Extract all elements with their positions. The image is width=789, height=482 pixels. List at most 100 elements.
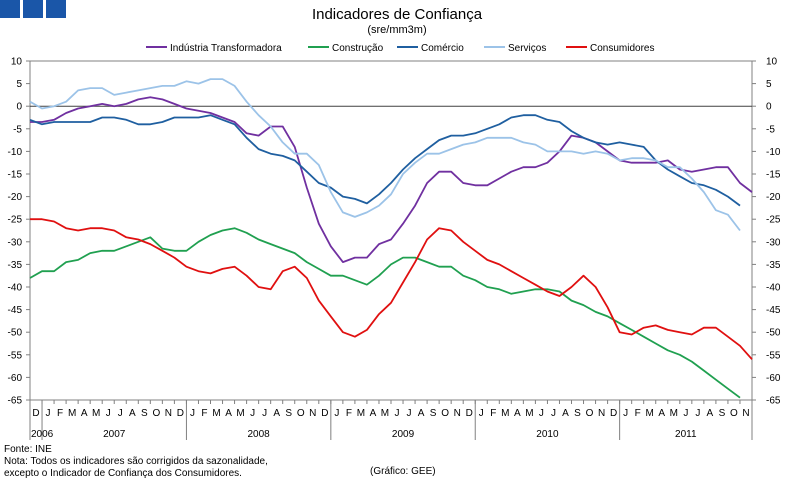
y-tick-label-left: -65 [8, 396, 23, 407]
x-month-label: S [285, 408, 292, 419]
x-month-label: J [334, 408, 339, 419]
x-month-label: D [177, 408, 184, 419]
y-tick-label-right: 5 [766, 79, 772, 90]
footer-credit: (Gráfico: GEE) [370, 466, 436, 477]
y-tick-label-right: -20 [766, 192, 781, 203]
y-tick-label-right: -30 [766, 237, 781, 248]
x-month-label: D [321, 408, 328, 419]
legend-label: Construção [332, 43, 384, 54]
x-month-label: A [707, 408, 714, 419]
x-month-label: M [357, 408, 365, 419]
y-tick-label-left: -35 [8, 260, 23, 271]
y-tick-label-left: -30 [8, 237, 23, 248]
y-tick-label-right: -15 [766, 170, 781, 181]
x-month-label: J [262, 408, 267, 419]
x-month-label: M [501, 408, 509, 419]
y-tick-label-right: -40 [766, 283, 781, 294]
footer-source: Fonte: INE [4, 444, 52, 455]
x-month-label: M [68, 408, 76, 419]
y-tick-label-right: -60 [766, 373, 781, 384]
y-tick-label-right: -25 [766, 215, 781, 226]
x-month-label: O [730, 408, 738, 419]
y-tick-label-left: 10 [11, 57, 23, 68]
x-month-label: M [381, 408, 389, 419]
y-tick-label-right: 10 [766, 57, 778, 68]
logo-square-1 [0, 0, 20, 18]
x-month-label: O [297, 408, 305, 419]
x-month-label: J [479, 408, 484, 419]
x-year-label: 2010 [536, 429, 559, 440]
x-month-label: J [395, 408, 400, 419]
series-lines [29, 78, 753, 399]
x-month-label: J [106, 408, 111, 419]
footer-note-line-1: Nota: Todos os indicadores são corrigido… [4, 456, 268, 467]
y-tick-label-right: -35 [766, 260, 781, 271]
y-tick-label-right: -65 [766, 396, 781, 407]
x-month-label: J [623, 408, 628, 419]
x-month-label: D [466, 408, 473, 419]
y-tick-label-right: -5 [766, 124, 775, 135]
x-month-label: J [551, 408, 556, 419]
x-month-label: N [165, 408, 172, 419]
x-month-label: O [152, 408, 160, 419]
x-month-label: S [141, 408, 148, 419]
x-month-label: S [574, 408, 581, 419]
y-tick-label-left: -60 [8, 373, 23, 384]
x-month-label: J [46, 408, 51, 419]
logo-square-3 [46, 0, 66, 18]
x-month-label: A [129, 408, 136, 419]
series-line [30, 96, 753, 263]
x-month-label: A [81, 408, 88, 419]
x-year-label: 2009 [392, 429, 415, 440]
x-month-label: N [598, 408, 605, 419]
x-month-label: M [646, 408, 654, 419]
x-month-label: M [236, 408, 244, 419]
y-tick-label-right: -55 [766, 350, 781, 361]
series-line [30, 218, 753, 360]
x-month-label: S [430, 408, 437, 419]
x-month-label: N [309, 408, 316, 419]
x-month-label: A [273, 408, 280, 419]
y-tick-label-left: 0 [16, 102, 22, 113]
x-month-label: M [525, 408, 533, 419]
x-month-label: A [658, 408, 665, 419]
y-tick-label-left: -55 [8, 350, 23, 361]
y-tick-label-left: -40 [8, 283, 23, 294]
x-month-label: F [346, 408, 352, 419]
x-year-label: 2007 [103, 429, 126, 440]
y-tick-label-right: 0 [766, 102, 772, 113]
x-month-label: M [670, 408, 678, 419]
y-tick-label-left: -25 [8, 215, 23, 226]
x-month-label: J [250, 408, 255, 419]
x-month-label: O [586, 408, 594, 419]
chart-subtitle: (sre/mm3m) [367, 24, 426, 36]
y-tick-label-left: -45 [8, 305, 23, 316]
y-tick-label-left: 5 [16, 79, 22, 90]
x-month-label: J [539, 408, 544, 419]
legend-label: Serviços [508, 43, 546, 54]
x-month-label: A [562, 408, 569, 419]
logo-square-2 [23, 0, 43, 18]
x-month-label: S [719, 408, 726, 419]
series-line [29, 227, 741, 399]
x-month-label: J [683, 408, 688, 419]
series-line [29, 78, 741, 232]
x-month-label: A [225, 408, 232, 419]
legend-label: Consumidores [590, 43, 654, 54]
x-month-label: M [212, 408, 220, 419]
y-tick-label-right: -10 [766, 147, 781, 158]
x-month-label: M [92, 408, 100, 419]
x-month-label: F [635, 408, 641, 419]
footer-note-line-2: excepto o Indicador de Confiança dos Con… [4, 468, 242, 479]
x-month-label: F [201, 408, 207, 419]
axes: 10 10 5 5 0 0 -5 -5 -10 -10 -15 -15 -20 -20 -25 -25 -30 -… [8, 57, 781, 407]
plot-frame [29, 60, 753, 401]
x-year-label: 2008 [248, 429, 271, 440]
x-year-label: 2011 [675, 429, 697, 440]
x-month-label: N [742, 408, 749, 419]
x-month-label: F [57, 408, 63, 419]
x-month-label: N [454, 408, 461, 419]
y-tick-label-left: -50 [8, 328, 23, 339]
x-month-label: D [32, 408, 39, 419]
